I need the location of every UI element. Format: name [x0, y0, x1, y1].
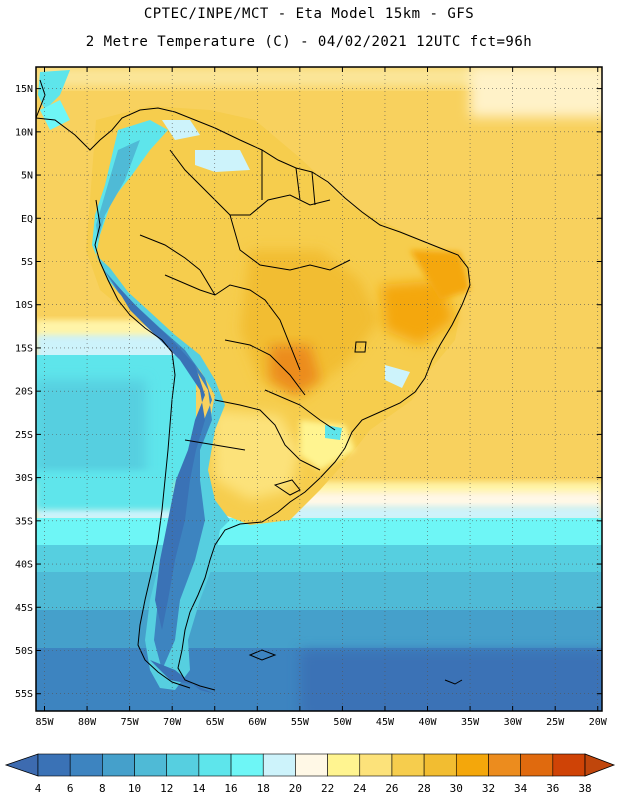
lat-tick-label: 45S	[15, 603, 33, 614]
lon-tick-label: 50W	[333, 717, 352, 728]
lat-tick-label: 35S	[15, 516, 33, 527]
colorbar-swatch	[262, 753, 296, 777]
colorbar-label: 14	[192, 782, 206, 795]
lat-tick-label: 25S	[15, 430, 33, 441]
colorbar-label: 18	[257, 782, 270, 795]
colorbar-swatch	[455, 753, 489, 777]
lat-tick-label: 55S	[15, 689, 33, 700]
colorbar-swatch	[423, 753, 457, 777]
colorbar-label: 24	[353, 782, 367, 795]
lon-tick-label: 45W	[376, 717, 395, 728]
grid	[36, 67, 602, 711]
colorbar-label: 36	[546, 782, 559, 795]
colorbar-label: 30	[450, 782, 463, 795]
lon-tick-label: 80W	[78, 717, 97, 728]
colorbar-label: 32	[482, 782, 495, 795]
chart-title-line2: 2 Metre Temperature (C) - 04/02/2021 12U…	[85, 34, 533, 50]
colorbar-swatch	[198, 753, 232, 777]
colorbar-swatch	[295, 753, 328, 777]
colorbar-label: 38	[578, 782, 591, 795]
lon-tick-label: 35W	[461, 717, 480, 728]
colorbar-label: 6	[67, 782, 74, 795]
lat-tick-label: 30S	[15, 473, 33, 484]
lat-tick-label: 50S	[15, 646, 33, 657]
colorbar-swatch	[391, 753, 425, 777]
lat-tick-label: 40S	[15, 560, 33, 571]
lat-tick-label: 5S	[21, 257, 33, 268]
colorbar-high-arrow	[584, 753, 616, 777]
lat-tick-label: 10S	[15, 300, 33, 311]
colorbar-label: 20	[289, 782, 302, 795]
colorbar-swatch	[520, 753, 554, 777]
colorbar-swatch	[327, 753, 361, 777]
lat-tick-label: 10N	[15, 127, 33, 138]
colorbar-swatch	[552, 753, 586, 777]
colorbar-swatch	[230, 753, 264, 777]
lat-tick-label: 15S	[15, 343, 33, 354]
colorbar-swatch	[37, 753, 71, 777]
colorbar-label: 8	[99, 782, 106, 795]
lon-tick-label: 30W	[504, 717, 523, 728]
lon-tick-label: 85W	[35, 717, 54, 728]
lon-tick-label: 25W	[546, 717, 565, 728]
colorbar-swatch	[102, 753, 135, 777]
lon-tick-label: 70W	[163, 717, 182, 728]
lat-tick-label: EQ	[21, 214, 33, 225]
colorbar-label: 26	[385, 782, 398, 795]
lon-tick-label: 65W	[206, 717, 225, 728]
colorbar-label: 28	[417, 782, 430, 795]
axis-ticks: 15N 10N 5N EQ 5S 10S 15S 20S 25S 30S 35S 40S 45S 50S 5…	[15, 67, 608, 728]
colorbar-swatch	[134, 753, 168, 777]
colorbar-swatch	[166, 753, 200, 777]
temperature-field	[36, 67, 602, 711]
colorbar-label: 10	[128, 782, 141, 795]
colorbar-low-arrow	[4, 753, 39, 777]
chart-title-line1: CPTEC/INPE/MCT - Eta Model 15km - GFS	[143, 6, 475, 22]
lon-tick-label: 40W	[418, 717, 437, 728]
colorbar-label: 16	[224, 782, 237, 795]
lat-tick-label: 5N	[21, 171, 33, 182]
lon-tick-label: 75W	[121, 717, 140, 728]
colorbar-label: 4	[35, 782, 42, 795]
colorbar-swatch	[359, 753, 393, 777]
lon-tick-label: 20W	[589, 717, 608, 728]
colorbar-swatch	[488, 753, 521, 777]
lat-tick-label: 15N	[15, 84, 33, 95]
lon-tick-label: 55W	[291, 717, 310, 728]
colorbar-label: 34	[514, 782, 528, 795]
colorbar-label: 22	[321, 782, 334, 795]
colorbar-label: 12	[160, 782, 173, 795]
lat-tick-label: 20S	[15, 387, 33, 398]
map-frame	[35, 66, 603, 712]
colorbar: 4 6 8 10 12 14 16 18 20 22 24 26 28 30 32 34 36 38	[4, 753, 616, 795]
lon-tick-label: 60W	[248, 717, 267, 728]
colorbar-swatch	[69, 753, 103, 777]
